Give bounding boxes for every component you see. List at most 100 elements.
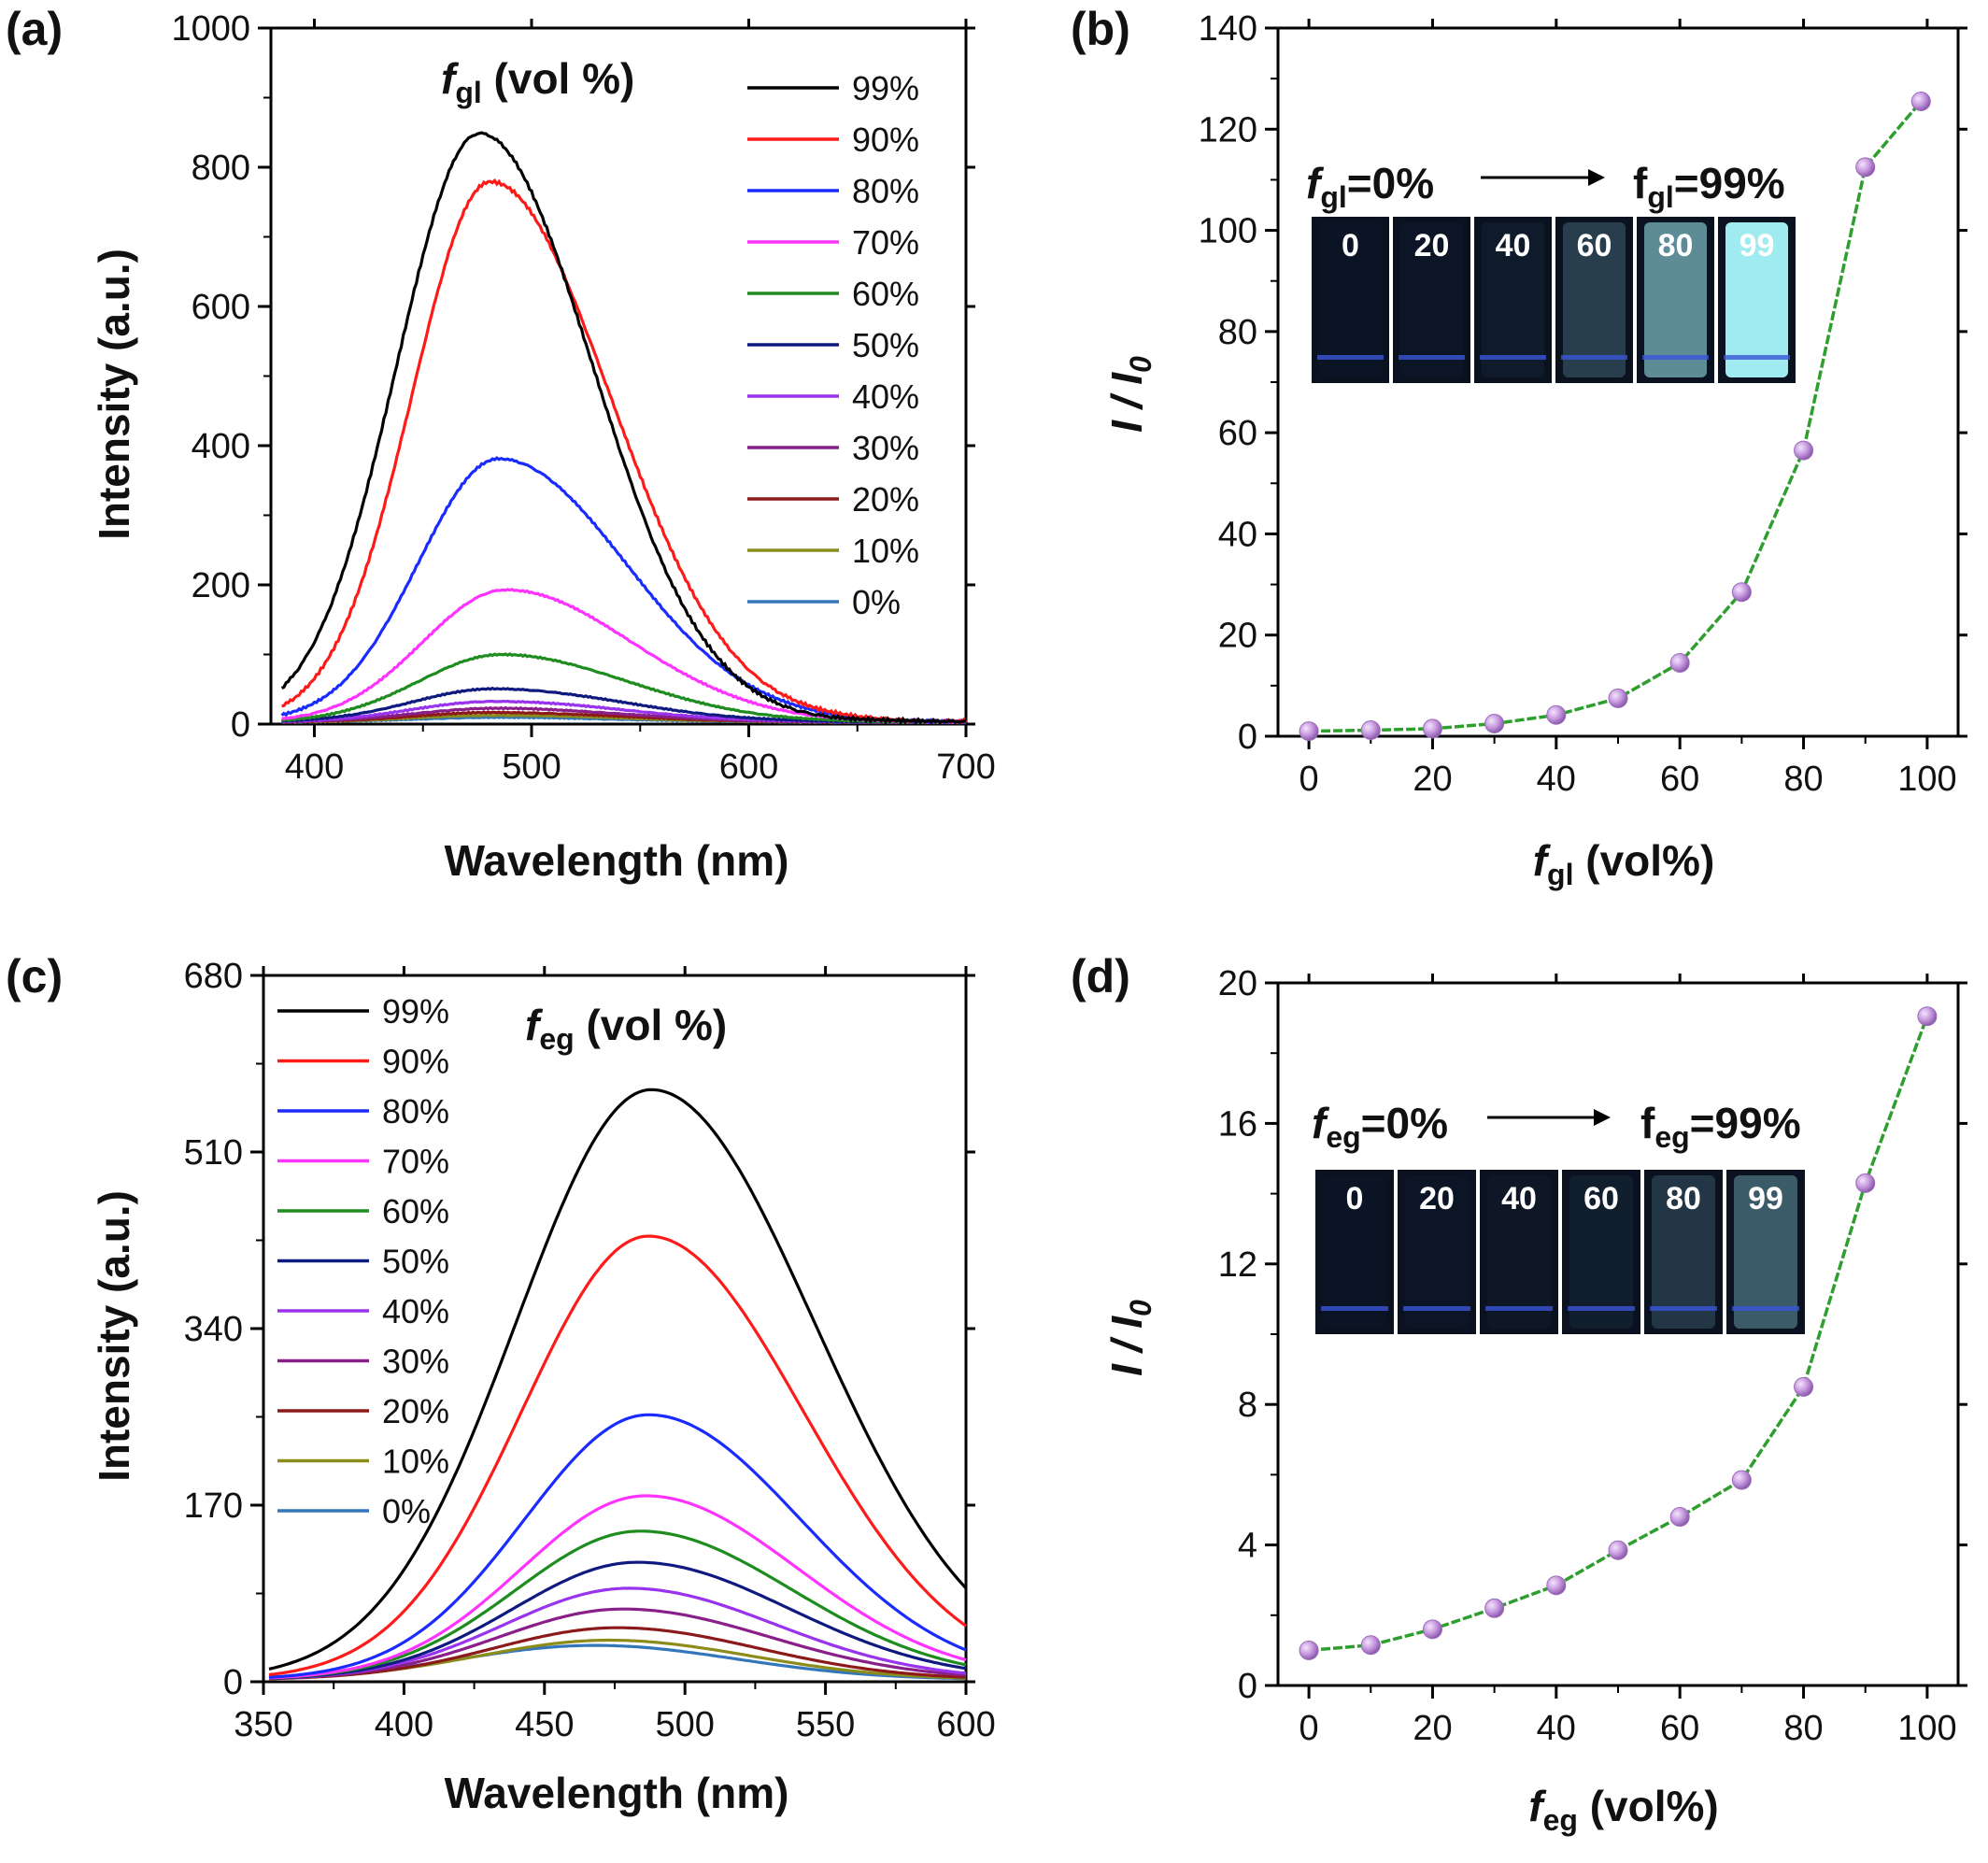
legend-label-80%: 80% [852,172,919,210]
vial-99: 99 [1718,217,1796,383]
y-tick-label: 16 [1218,1104,1257,1144]
panel-b-ylabel: I / I0 [1102,356,1157,433]
panel-a-legend-header: fgl (vol %) [441,54,634,109]
panel-c: 350 400 450 500 550 600 0 170 340 510 680 99% 90% 80%… [184,957,996,1744]
x-tick-label: 400 [375,1705,433,1744]
legend-label-10%: 10% [852,532,919,570]
vial-label: 80 [1658,228,1694,263]
vial-meniscus [1317,355,1384,360]
vial-40: 40 [1480,1170,1558,1334]
panel-label-b: (b) [1071,3,1130,55]
y-tick-label: 0 [1238,718,1257,757]
legend-label-0%: 0% [382,1492,431,1530]
series-line-90% [281,178,968,725]
y-tick-label: 20 [1218,617,1257,656]
vial-glow [1644,222,1707,377]
legend-label-70%: 70% [852,223,919,262]
data-point [1608,1540,1628,1560]
vial-label: 60 [1583,1181,1619,1216]
series-line-99% [268,1088,968,1671]
legend-label-99%: 99% [852,69,919,107]
vial-meniscus [1568,1306,1635,1311]
legend-label-30%: 30% [852,429,919,467]
y-tick-label: 800 [192,149,250,188]
legend-label-60%: 60% [852,275,919,313]
y-tick-label: 170 [184,1486,243,1526]
vial-glow [1569,1175,1633,1329]
legend-label-80%: 80% [382,1092,449,1131]
y-tick-label: 60 [1218,414,1257,453]
vial-glow [1652,1175,1715,1329]
series-line-99% [280,131,966,725]
x-tick-label: 450 [515,1705,574,1744]
series-line-80% [268,1413,967,1679]
data-point [1360,720,1381,741]
x-tick-label: 350 [234,1705,292,1744]
data-point [1546,1575,1567,1596]
series-line-50% [268,1560,967,1680]
panel-d-xlabel: feg (vol%) [1528,1782,1718,1837]
vial-meniscus [1650,1306,1717,1311]
vial-glow [1734,1175,1797,1329]
vial-label: 0 [1346,1181,1364,1216]
data-point [1669,652,1690,673]
y-tick-label: 0 [1238,1667,1257,1706]
x-tick-label: 80 [1783,1709,1823,1748]
y-tick-label: 8 [1238,1386,1257,1425]
data-point [1917,1006,1938,1027]
vial-meniscus [1724,355,1790,360]
x-tick-label: 60 [1660,760,1699,799]
vial-glow [1487,1175,1551,1329]
vial-80: 80 [1637,217,1714,383]
inset-arrowhead [1588,169,1605,186]
x-tick-label: 0 [1299,1709,1319,1748]
legend-label-60%: 60% [382,1192,449,1230]
y-tick-label: 80 [1218,313,1257,352]
vial-meniscus [1561,355,1627,360]
y-tick-label: 100 [1199,212,1257,251]
data-point [1731,1470,1752,1490]
panel-b: 0 20 40 60 80 100 0 20 40 60 80 100 120 140 0 20 40 60 80 9… [1199,9,1967,799]
y-tick-label: 40 [1218,515,1257,554]
vial-0: 0 [1315,1170,1394,1334]
panel-b-xlabel: fgl (vol%) [1533,836,1715,891]
legend-label-30%: 30% [382,1343,449,1381]
series-line-70% [268,1494,967,1680]
x-tick-label: 400 [285,747,344,787]
panel-a: 400 500 600 700 0 200 400 600 800 1000 99% 90% 80% 70… [171,9,995,787]
panel-d-inset-right-label: feg=99% [1640,1099,1801,1154]
legend-label-0%: 0% [852,583,901,621]
vial-20: 20 [1393,217,1470,383]
x-tick-label: 80 [1783,760,1823,799]
data-point [1855,157,1876,178]
vial-glow [1725,222,1788,377]
vial-glow [1482,222,1544,377]
x-tick-label: 40 [1537,760,1576,799]
x-tick-label: 500 [502,747,561,787]
vial-label: 99 [1740,228,1775,263]
panel-b-inset-right-label: fgl=99% [1633,159,1785,214]
legend-label-70%: 70% [382,1143,449,1181]
x-tick-label: 500 [655,1705,714,1744]
x-tick-label: 100 [1897,1709,1956,1748]
x-tick-label: 40 [1537,1709,1576,1748]
x-tick-label: 100 [1897,760,1956,799]
panel-c-legend-header: feg (vol %) [525,1001,727,1056]
vial-meniscus [1399,355,1465,360]
series-line-20% [269,1626,967,1681]
y-tick-label: 4 [1238,1527,1257,1566]
legend-label-40%: 40% [382,1292,449,1330]
vial-meniscus [1642,355,1709,360]
vial-meniscus [1485,1306,1553,1311]
vial-label: 0 [1342,228,1359,263]
legend-label-99%: 99% [382,992,449,1031]
vial-meniscus [1403,1306,1470,1311]
panel-c-ylabel: Intensity (a.u.) [90,1190,138,1482]
data-point [1669,1507,1690,1528]
inset-arrowhead [1594,1109,1611,1126]
panel-c-frame [262,974,968,1684]
legend-label-20%: 20% [382,1392,449,1430]
legend-label-50%: 50% [852,326,919,364]
vial-glow [1323,1175,1386,1329]
